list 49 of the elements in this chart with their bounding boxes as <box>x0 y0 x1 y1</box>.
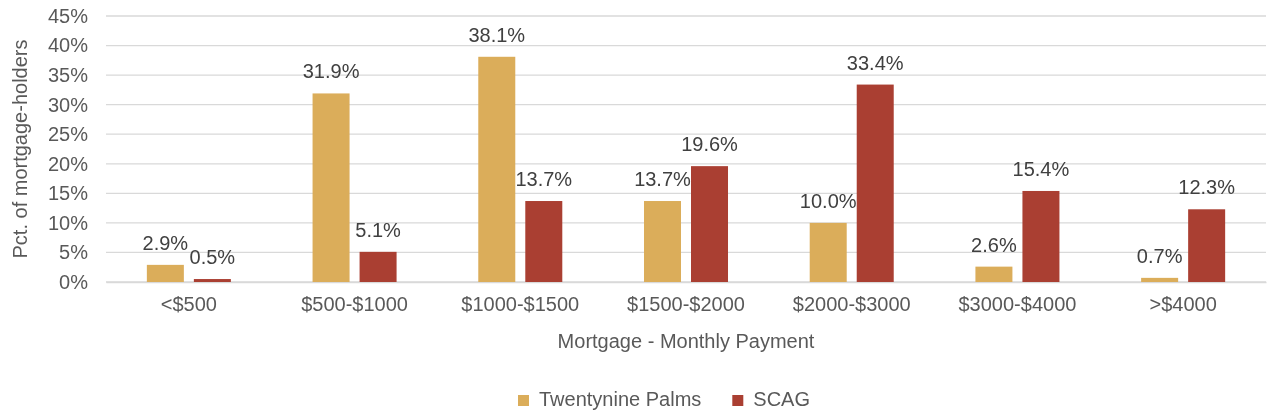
y-tick-label: 40% <box>47 34 89 57</box>
bar <box>1141 277 1179 282</box>
y-tick-label: 20% <box>47 152 89 175</box>
bar <box>1022 190 1060 282</box>
data-label: 33.4% <box>846 51 904 74</box>
x-tick-label: $3000-$4000 <box>958 293 1077 316</box>
x-tick-label: $1500-$2000 <box>627 293 745 316</box>
bar <box>193 279 231 282</box>
y-tick-label: 0% <box>59 270 89 293</box>
bar <box>856 84 894 282</box>
legend-label: Twentynine Palms <box>539 388 702 410</box>
bar <box>691 166 729 282</box>
data-label: 38.1% <box>468 23 526 46</box>
data-label: 15.4% <box>1012 157 1070 180</box>
y-tick-label: 5% <box>59 241 89 264</box>
y-axis-title: Pct. of mortgage-holders <box>9 39 31 259</box>
legend-label: SCAG <box>753 388 810 410</box>
bar <box>975 266 1013 282</box>
x-tick-label: $1000-$1500 <box>461 293 580 316</box>
x-tick-label: >$4000 <box>1149 293 1217 316</box>
bar <box>1188 209 1226 282</box>
data-label: 5.1% <box>355 218 402 241</box>
y-tick-label: 10% <box>47 211 89 234</box>
x-tick-label: $2000-$3000 <box>792 293 911 316</box>
y-tick-label: 15% <box>47 182 89 205</box>
data-label: 0.5% <box>189 246 236 269</box>
bar <box>312 93 350 282</box>
bar <box>809 222 847 282</box>
y-tick-label: 30% <box>47 93 89 116</box>
x-tick-label: $500-$1000 <box>301 293 408 316</box>
data-label: 13.7% <box>634 168 692 191</box>
bar <box>525 201 563 282</box>
data-label: 2.9% <box>142 231 189 254</box>
x-tick-label: <$500 <box>160 293 217 316</box>
data-label: 2.6% <box>971 233 1017 256</box>
data-label: 31.9% <box>302 60 360 83</box>
data-label: 13.7% <box>515 168 573 191</box>
y-tick-label: 25% <box>47 123 89 146</box>
data-label: 12.3% <box>1178 176 1236 199</box>
y-tick-label: 45% <box>47 4 89 27</box>
data-label: 0.7% <box>1136 244 1183 267</box>
bar <box>643 201 681 282</box>
x-axis-title: Mortgage - Monthly Payment <box>557 330 815 352</box>
bar <box>478 56 516 282</box>
data-label: 10.0% <box>799 189 857 212</box>
data-label: 19.6% <box>681 133 739 156</box>
y-tick-label: 35% <box>47 64 89 87</box>
bar <box>146 264 184 282</box>
bar <box>359 251 397 282</box>
